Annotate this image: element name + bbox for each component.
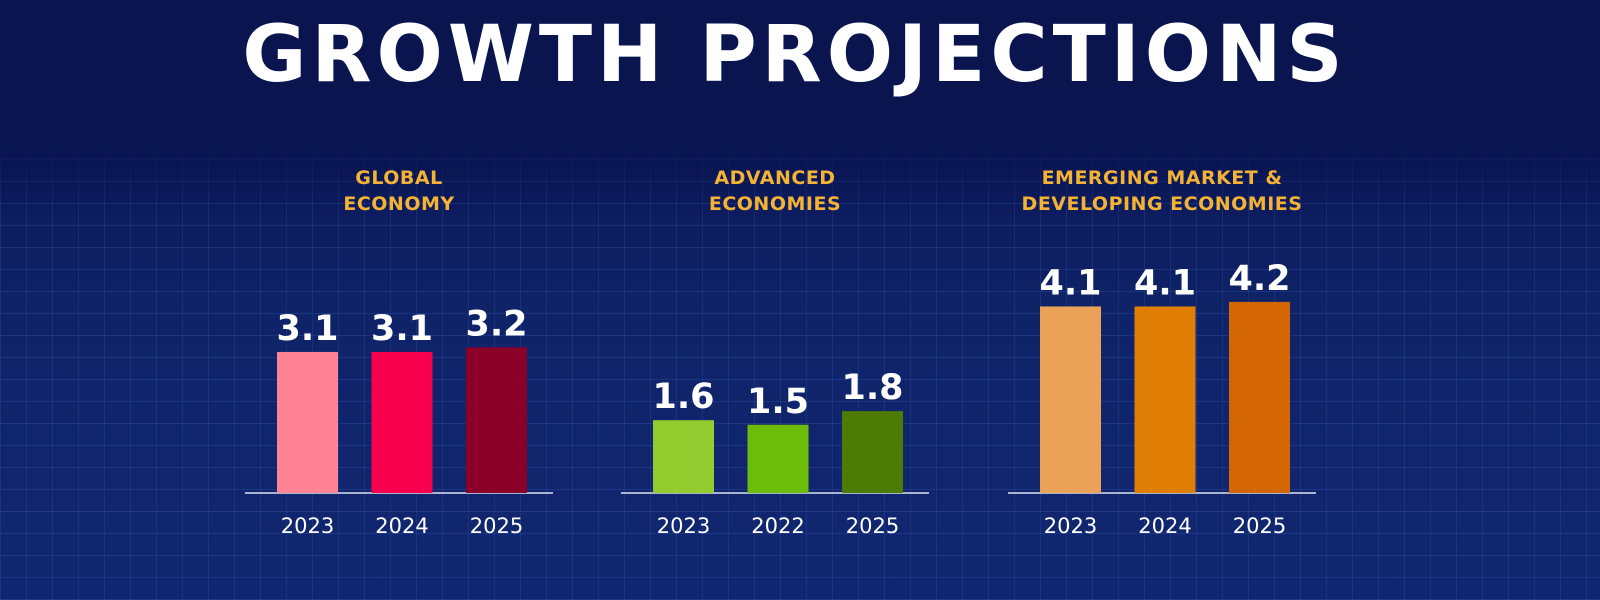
wireframe-background bbox=[0, 140, 1600, 600]
data-label: 3.1 bbox=[276, 309, 338, 349]
x-tick-label: 2023 bbox=[1044, 514, 1097, 538]
bar bbox=[1229, 301, 1290, 493]
data-label: 3.1 bbox=[371, 309, 433, 349]
page-title: GROWTH PROJECTIONS bbox=[242, 10, 1348, 100]
x-tick-label: 2025 bbox=[470, 514, 523, 538]
bar bbox=[842, 411, 903, 493]
panel-title: ECONOMIES bbox=[709, 193, 841, 215]
x-tick-label: 2023 bbox=[281, 514, 334, 538]
data-label: 4.1 bbox=[1039, 263, 1101, 303]
data-label: 3.2 bbox=[465, 304, 527, 344]
panel-title: DEVELOPING ECONOMIES bbox=[1022, 193, 1303, 215]
x-tick-label: 2025 bbox=[1233, 514, 1286, 538]
data-label: 1.8 bbox=[841, 368, 903, 408]
bar bbox=[466, 347, 527, 493]
panel-title: GLOBAL bbox=[355, 167, 442, 189]
panel-title: ECONOMY bbox=[343, 193, 454, 215]
bar bbox=[371, 351, 433, 493]
bar bbox=[747, 424, 809, 493]
x-tick-label: 2022 bbox=[751, 514, 804, 538]
data-label: 1.5 bbox=[747, 382, 809, 422]
panel-title: ADVANCED bbox=[714, 167, 835, 189]
x-tick-label: 2023 bbox=[657, 514, 710, 538]
bar bbox=[1040, 306, 1101, 493]
bar bbox=[277, 351, 338, 493]
data-label: 4.2 bbox=[1228, 259, 1290, 299]
data-label: 4.1 bbox=[1134, 263, 1196, 303]
x-tick-label: 2024 bbox=[1138, 514, 1191, 538]
data-label: 1.6 bbox=[652, 377, 714, 417]
bar bbox=[653, 420, 714, 493]
x-tick-label: 2025 bbox=[846, 514, 899, 538]
x-tick-label: 2024 bbox=[375, 514, 428, 538]
panel-title: EMERGING MARKET & bbox=[1042, 167, 1283, 189]
bar bbox=[1134, 306, 1196, 493]
